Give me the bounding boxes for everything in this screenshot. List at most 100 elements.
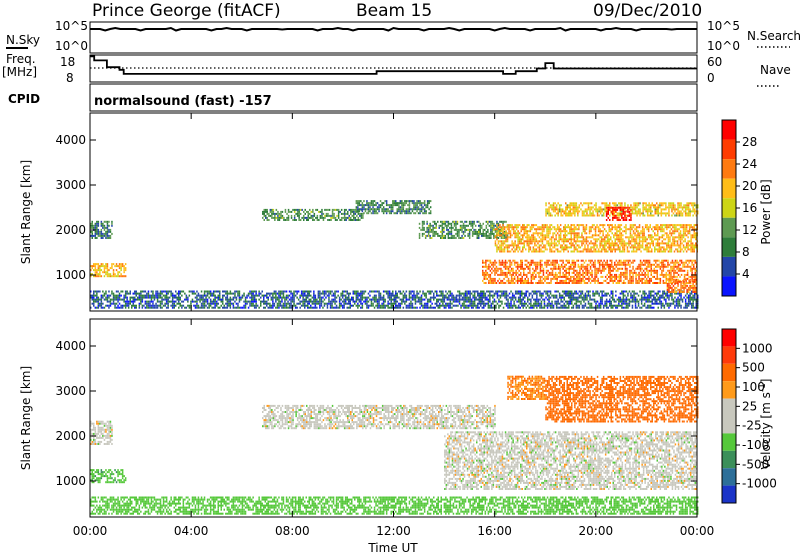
heatmap-cell [412,200,414,202]
heatmap-cell [383,212,385,214]
heatmap-cell [152,291,154,293]
heatmap-cell [517,266,519,268]
heatmap-cell [424,202,426,204]
heatmap-cell [540,244,542,246]
heatmap-cell [558,266,560,268]
heatmap-cell [492,297,494,299]
heatmap-cell [154,307,156,309]
heatmap-cell [290,299,292,301]
heatmap-cell [277,219,279,221]
heatmap-cell [524,232,526,234]
heatmap-cell [351,299,353,301]
heatmap-cell [652,299,654,301]
heatmap-cell [507,244,509,246]
heatmap-cell [281,305,283,307]
heatmap-cell [549,282,551,284]
heatmap-cell [503,264,505,266]
heatmap-cell [641,303,643,305]
heatmap-cell [559,295,561,297]
heatmap-cell [616,274,618,276]
heatmap-cell [95,263,97,265]
heatmap-cell [189,291,191,293]
heatmap-cell [407,305,409,307]
heatmap-cell [591,307,593,309]
heatmap-cell [450,299,452,301]
heatmap-cell [263,301,265,303]
heatmap-cell [451,231,453,233]
heatmap-cell [574,299,576,301]
heatmap-cell [119,295,121,297]
heatmap-cell [306,291,308,293]
heatmap-cell [554,228,556,230]
heatmap-cell [95,307,97,309]
heatmap-cell [673,264,675,266]
heatmap-cell [484,262,486,264]
heatmap-cell [510,232,512,234]
heatmap-cell [641,301,643,303]
heatmap-cell [123,295,125,297]
heatmap-cell [575,236,577,238]
heatmap-cell [585,272,587,274]
heatmap-cell [558,234,560,236]
heatmap-cell [615,301,617,303]
heatmap-cell [520,307,522,309]
heatmap-cell [428,235,430,237]
heatmap-cell [685,303,687,305]
heatmap-cell [340,299,342,301]
heatmap-cell [333,299,335,301]
heatmap-cell [505,274,507,276]
heatmap-cell [341,217,343,219]
heatmap-cell [530,293,532,295]
heatmap-cell [391,293,393,295]
heatmap-cell [503,282,505,284]
heatmap-cell [395,291,397,293]
heatmap-cell [180,291,182,293]
heatmap-cell [494,270,496,272]
heatmap-cell [350,307,352,309]
heatmap-cell [363,204,365,206]
heatmap-cell [568,305,570,307]
heatmap-cell [271,217,273,219]
heatmap-cell [579,272,581,274]
heatmap-cell [425,212,427,214]
heatmap-cell [618,301,620,303]
heatmap-cell [642,305,644,307]
heatmap-cell [514,276,516,278]
heatmap-cell [263,307,265,309]
heatmap-cell [461,231,463,233]
heatmap-cell [607,264,609,266]
heatmap-cell [422,299,424,301]
heatmap-cell [110,295,112,297]
heatmap-cell [423,229,425,231]
heatmap-cell [470,225,472,227]
heatmap-cell [278,299,280,301]
heatmap-cell [534,272,536,274]
heatmap-cell [312,211,314,213]
heatmap-cell [532,260,534,262]
heatmap-cell [140,297,142,299]
heatmap-cell [560,301,562,303]
heatmap-cell [496,228,498,230]
heatmap-cell [296,307,298,309]
heatmap-cell [104,269,106,271]
heatmap-cell [347,217,349,219]
heatmap-cell [490,276,492,278]
heatmap-cell [673,268,675,270]
heatmap-cell [308,213,310,215]
heatmap-cell [131,307,133,309]
heatmap-cell [666,260,668,262]
heatmap-cell [211,303,213,305]
heatmap-cell [552,236,554,238]
heatmap-cell [489,291,491,293]
heatmap-cell [539,236,541,238]
heatmap-cell [416,202,418,204]
heatmap-cell [626,274,628,276]
heatmap-cell [560,295,562,297]
heatmap-cell [340,303,342,305]
heatmap-cell [690,276,692,278]
heatmap-cell [576,274,578,276]
heatmap-cell [511,280,513,282]
heatmap-cell [469,303,471,305]
heatmap-cell [195,293,197,295]
heatmap-cell [569,260,571,262]
